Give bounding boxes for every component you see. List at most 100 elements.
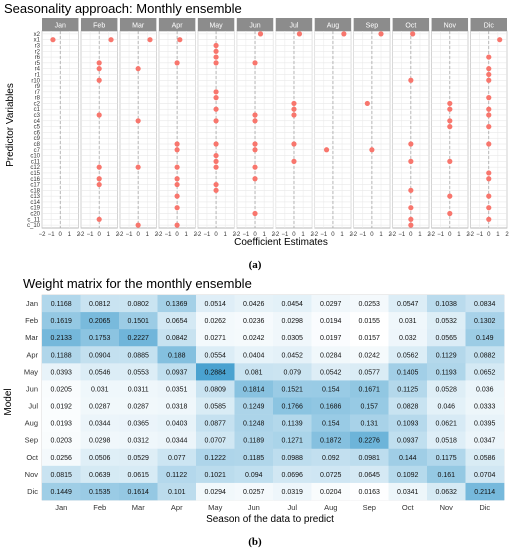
coefficient-point	[378, 31, 384, 37]
heatmap-cell	[311, 414, 351, 432]
heatmap-cell-value: 0.0834	[474, 301, 496, 308]
coefficient-point	[213, 181, 219, 188]
x-tick-label: 1	[379, 232, 383, 238]
heatmap-cell	[465, 380, 505, 398]
heatmap-cell-value: 0.0585	[205, 404, 227, 411]
heatmap-cell	[311, 482, 351, 501]
predictor-label: c19	[30, 206, 40, 212]
coefficient-point	[486, 77, 492, 83]
heatmap-cell-value: 0.0305	[282, 335, 304, 342]
heatmap-cell-value: 0.144	[399, 455, 417, 462]
heatmap-cell	[80, 414, 120, 432]
coefficient-point	[291, 141, 297, 147]
heatmap-row-label: Aug	[25, 419, 38, 428]
heatmap-cell	[157, 397, 197, 415]
heatmap-cell-value: 0.1139	[282, 421, 303, 428]
heatmap-cell	[427, 363, 466, 381]
heatmap-cell-value: 0.0318	[166, 404, 188, 411]
heatmap-cell	[42, 380, 81, 398]
heatmap-cell	[427, 397, 466, 415]
heatmap-cell	[196, 482, 235, 501]
x-tick-label: −1	[204, 232, 212, 238]
heatmap-cell	[311, 465, 351, 484]
heatmap-cell-value: 0.0242	[359, 352, 381, 359]
facet-strip	[80, 18, 118, 31]
heatmap-col-label: Apr	[171, 503, 183, 512]
coefficient-point	[174, 193, 180, 199]
coefficient-point	[213, 118, 219, 124]
coefficient-point	[486, 193, 492, 199]
heatmap-cell	[119, 363, 158, 381]
heatmap-cell-value: 0.0403	[166, 421, 188, 428]
coefficient-point	[447, 158, 453, 164]
coefficient-point	[213, 164, 219, 170]
heatmap-cell-value: 0.0298	[89, 438, 111, 445]
heatmap-cell	[273, 397, 312, 415]
coefficient-point	[486, 95, 492, 101]
heatmap-cell	[234, 363, 274, 381]
heatmap-cell	[157, 414, 197, 432]
heatmap-cell-value: 0.2065	[89, 318, 111, 325]
heatmap-cell-value: 0.031	[91, 386, 109, 393]
heatmap-cell-value: 0.0319	[282, 489, 304, 496]
x-tick-label: 0	[409, 232, 413, 238]
heatmap-cell	[311, 448, 351, 467]
coefficient-point	[174, 181, 180, 188]
coefficient-point	[213, 158, 219, 164]
heatmap-col-label: Nov	[440, 503, 454, 512]
heatmap-cell-value: 0.0707	[205, 438, 227, 445]
coefficient-point	[96, 66, 102, 72]
x-tick-label: 2	[388, 232, 392, 238]
x-tick-label: −2	[116, 232, 124, 238]
facet-label: Mar	[132, 23, 145, 30]
heatmap-cell	[42, 397, 81, 415]
heatmap-cell-value: 0.0725	[320, 472, 342, 479]
heatmap-col-label: Jan	[55, 503, 67, 512]
heatmap-cell	[427, 431, 466, 450]
heatmap-cell	[273, 346, 312, 364]
heatmap-cell	[80, 312, 120, 330]
scatter-title: Seasonality approach: Monthly ensemble	[4, 1, 242, 16]
heatmap-cell	[427, 312, 466, 330]
heatmap-cell-value: 0.0193	[51, 421, 73, 428]
heatmap-cell-value: 0.0192	[51, 404, 73, 411]
predictor-label: r9	[35, 84, 41, 90]
heatmap-cell	[234, 465, 274, 484]
x-tick-label: 2	[466, 232, 470, 238]
coefficient-point	[408, 77, 414, 83]
heatmap-cell	[465, 329, 505, 347]
heatmap-cell	[427, 448, 466, 467]
coefficient-point	[486, 71, 492, 78]
heatmap-cell	[273, 465, 312, 484]
heatmap-cell	[273, 380, 312, 398]
predictor-label: c10	[30, 154, 40, 160]
coefficient-point	[96, 112, 102, 118]
heatmap-cell-value: 0.094	[245, 472, 263, 479]
x-tick-label: 1	[496, 232, 500, 238]
heatmap-cell	[157, 448, 197, 467]
heatmap-cell-value: 0.0621	[436, 421, 458, 428]
heatmap-cell-value: 0.0257	[243, 489, 265, 496]
x-tick-label: 2	[272, 232, 276, 238]
heatmap-cell	[350, 397, 389, 415]
heatmap-cell	[119, 431, 158, 450]
heatmap-cell-value: 0.0236	[243, 318, 265, 325]
heatmap-cell	[234, 380, 274, 398]
heatmap-cell-value: 0.1686	[320, 404, 342, 411]
heatmap-cell-value: 0.0393	[51, 369, 73, 376]
heatmap-col-label: Feb	[93, 503, 106, 512]
coefficient-point	[447, 193, 453, 199]
coefficient-point	[447, 124, 453, 130]
heatmap-cell-value: 0.1189	[243, 438, 264, 445]
predictor-label: r10	[31, 78, 40, 84]
heatmap-cell-value: 0.0882	[474, 352, 496, 359]
heatmap-cell-value: 0.0294	[205, 489, 227, 496]
heatmap-cell-value: 0.2114	[474, 489, 495, 496]
coefficient-point	[341, 31, 347, 37]
heatmap-cell	[119, 346, 158, 364]
predictor-label: c_11	[27, 217, 40, 223]
heatmap-col-label: May	[208, 503, 222, 512]
scatter-ylabel: Predictor Variables	[5, 83, 16, 167]
heatmap-cell	[465, 397, 505, 415]
heatmap-title: Weight matrix for the monthly ensemble	[23, 276, 252, 291]
